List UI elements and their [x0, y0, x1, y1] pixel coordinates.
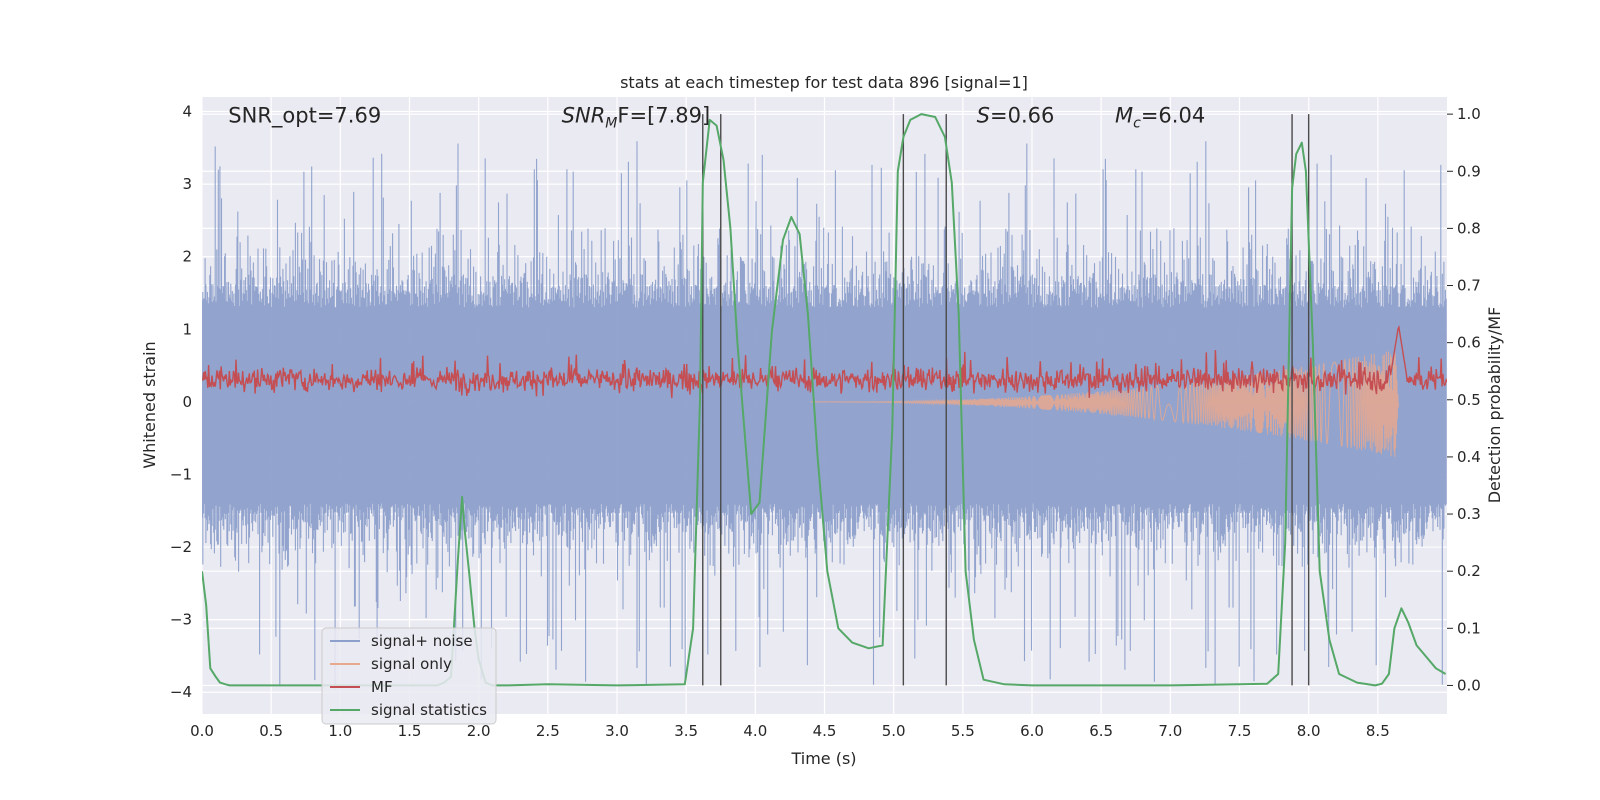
- legend: signal+ noise signal only MF signal stat…: [321, 627, 497, 725]
- mf-series: [202, 325, 1447, 399]
- annotation-mc: Mc=6.04: [1115, 103, 1205, 131]
- annotation-snr-mf: SNRMF=[7.89]: [562, 103, 711, 131]
- x-tick-label-12: 6.0: [1020, 722, 1044, 740]
- annotations: SNR_opt=7.69 SNRMF=[7.89] S=0.66 Mc=6.04: [228, 103, 1205, 131]
- x-tick-label-5: 2.5: [536, 722, 560, 740]
- x-tick-label-16: 8.0: [1297, 722, 1321, 740]
- y-right-tick-label-4: 0.4: [1457, 448, 1481, 466]
- annotation-snr-opt: SNR_opt=7.69: [228, 103, 381, 128]
- y-left-tick-label-1: −3: [170, 611, 192, 629]
- y-left-tick-label-8: 4: [182, 103, 192, 121]
- legend-label-signal-noise: signal+ noise: [371, 632, 473, 650]
- y-left-ticks: −4 −3 −2 −1 0 1 2 3 4: [170, 103, 192, 702]
- y-left-tick-label-6: 2: [182, 248, 192, 266]
- annotation-snr-mf-sub: M: [605, 115, 617, 131]
- y-right-tick-label-3: 0.3: [1457, 505, 1481, 523]
- x-tick-label-11: 5.5: [951, 722, 975, 740]
- x-tick-label-9: 4.5: [813, 722, 837, 740]
- x-tick-label-14: 7.0: [1158, 722, 1182, 740]
- annotation-s-main: S: [977, 103, 990, 127]
- y-right-tick-label-7: 0.7: [1457, 277, 1481, 295]
- y-left-tick-label-3: −1: [170, 465, 192, 483]
- x-ticks: 0.0 0.5 1.0 1.5 2.0 2.5 3.0 3.5 4.0 4.5 5.0 5.5 6.0 6…: [190, 722, 1390, 740]
- legend-label-mf: MF: [371, 678, 393, 696]
- annotation-mc-rest: =6.04: [1141, 103, 1205, 127]
- x-tick-label-17: 8.5: [1366, 722, 1390, 740]
- annotation-s-rest: =0.66: [990, 103, 1054, 127]
- legend-label-signal-only: signal only: [371, 655, 452, 673]
- annotation-s: S=0.66: [977, 103, 1055, 127]
- y-right-tick-label-0: 0.0: [1457, 676, 1481, 694]
- y-left-tick-label-0: −4: [170, 683, 192, 701]
- annotation-mc-sub: c: [1133, 115, 1141, 131]
- y-left-tick-label-5: 1: [182, 320, 192, 338]
- y-right-tick-label-5: 0.5: [1457, 391, 1481, 409]
- y-right-tick-label-9: 0.9: [1457, 162, 1481, 180]
- mf-line: [202, 325, 1447, 399]
- y-right-ticks: 0.0 0.1 0.2 0.3 0.4 0.5 0.6 0.7 0.8 0.9 1.0: [1447, 105, 1481, 694]
- plot-area: [202, 113, 1447, 689]
- y-left-tick-label-7: 3: [182, 175, 192, 193]
- signal-statistics-line: [202, 113, 1447, 687]
- y-axis-left-label: Whitened strain: [140, 341, 159, 468]
- x-tick-label-6: 3.0: [605, 722, 629, 740]
- x-tick-label-4: 2.0: [467, 722, 491, 740]
- x-axis-label: Time (s): [790, 749, 856, 768]
- chart-title: stats at each timestep for test data 896…: [620, 73, 1028, 92]
- x-tick-label-15: 7.5: [1228, 722, 1252, 740]
- y-right-tick-label-1: 0.1: [1457, 619, 1481, 637]
- y-left-tick-label-2: −2: [170, 538, 192, 556]
- annotation-snr-opt-main: SNR_opt=7.69: [228, 103, 381, 128]
- legend-box: [321, 627, 497, 725]
- x-tick-label-8: 4.0: [743, 722, 767, 740]
- x-tick-label-7: 3.5: [674, 722, 698, 740]
- y-left-tick-label-4: 0: [182, 393, 192, 411]
- annotation-snr-mf-rest: F=[7.89]: [617, 103, 710, 127]
- annotation-snr-mf-main: SNR: [562, 103, 606, 127]
- annotation-mc-main: M: [1115, 103, 1133, 127]
- y-right-tick-label-2: 0.2: [1457, 562, 1481, 580]
- y-right-tick-label-10: 1.0: [1457, 105, 1481, 123]
- legend-label-signal-statistics: signal statistics: [371, 701, 487, 719]
- signal-only-series: [810, 350, 1400, 457]
- x-tick-label-10: 5.0: [882, 722, 906, 740]
- signal-only-line: [810, 350, 1400, 457]
- y-right-tick-label-8: 0.8: [1457, 219, 1481, 237]
- x-tick-label-13: 6.5: [1089, 722, 1113, 740]
- signal-statistics-series: [202, 113, 1447, 687]
- x-tick-label-0: 0.0: [190, 722, 214, 740]
- x-tick-label-3: 1.5: [398, 722, 422, 740]
- x-tick-label-1: 0.5: [259, 722, 283, 740]
- y-axis-right-label: Detection probability/MF: [1485, 307, 1504, 504]
- x-tick-label-2: 1.0: [328, 722, 352, 740]
- y-right-tick-label-6: 0.6: [1457, 334, 1481, 352]
